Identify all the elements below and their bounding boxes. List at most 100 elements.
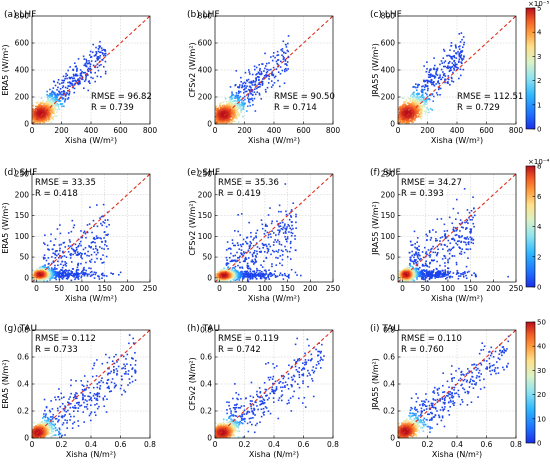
data-point [404,121,407,124]
data-point [217,110,219,113]
data-point [92,237,95,240]
data-point [92,64,95,67]
data-point [48,271,51,273]
data-point [430,68,432,71]
data-point [403,108,405,111]
data-point [253,261,256,264]
data-point [77,58,80,60]
data-point [74,278,76,281]
data-point [100,51,102,54]
data-point [268,62,270,64]
data-point [255,79,257,82]
data-point [433,67,435,70]
data-point [405,114,407,117]
x-axis-label: Xisha (W/m²) [65,136,117,145]
data-point [226,121,229,124]
data-point [459,45,461,47]
data-point [458,55,461,58]
data-point [290,268,293,271]
data-point [100,222,102,225]
data-point [47,257,50,259]
data-point [403,100,406,103]
data-point [262,244,265,247]
data-point [222,269,224,272]
data-point [252,238,255,241]
data-point [456,66,458,69]
data-point [217,279,220,282]
data-point [32,120,35,122]
data-point [281,69,284,72]
data-point [266,231,269,234]
data-point [296,274,298,276]
data-point [234,113,237,115]
data-point [438,82,441,85]
data-point [430,79,433,82]
data-point [415,93,418,95]
data-point [289,242,292,245]
data-point [241,86,243,89]
data-point [251,97,253,100]
data-point [89,50,92,53]
data-point [96,66,99,69]
data-point [452,80,455,83]
data-point [53,103,55,106]
data-point [255,232,257,234]
data-point [440,78,442,81]
data-point [95,51,98,53]
data-point [255,73,257,76]
data-point [451,58,454,60]
data-point [100,237,102,240]
data-point [108,223,110,226]
data-point [101,53,104,55]
data-point [253,263,255,265]
data-point [222,121,225,124]
data-point [48,268,50,271]
data-point [88,60,90,62]
data-point [258,72,260,74]
data-point [106,245,108,247]
data-point [461,57,463,60]
data-point [72,73,75,76]
data-point [399,120,402,122]
data-point [260,271,263,273]
x-tick-label: 0 [34,284,39,293]
data-point [47,269,50,272]
data-point [48,111,50,114]
data-point [444,81,446,84]
data-point [50,91,53,94]
data-point [264,88,267,91]
data-point [235,94,238,96]
data-point [404,104,406,107]
data-point [236,104,239,106]
data-point [453,56,456,59]
data-point [83,230,86,233]
data-point [37,121,39,123]
data-point [410,119,413,122]
data-point [239,234,242,236]
data-point [98,246,101,248]
data-point [34,105,37,108]
data-point [73,77,75,79]
data-point [54,105,57,108]
data-point [427,111,430,114]
data-point [45,266,48,269]
data-point [275,68,278,70]
data-point [241,103,244,106]
data-point [241,277,244,280]
data-point [64,95,67,97]
data-point [57,274,60,276]
data-point [433,64,436,67]
data-point [82,248,85,251]
data-point [247,78,250,81]
data-point [33,122,36,124]
data-point [428,80,430,82]
data-point [106,234,109,236]
data-point [82,268,85,271]
data-point [420,100,423,102]
data-point [105,255,108,258]
data-point [221,120,224,122]
data-point [76,269,78,271]
data-point [240,107,243,110]
data-point [86,273,89,276]
